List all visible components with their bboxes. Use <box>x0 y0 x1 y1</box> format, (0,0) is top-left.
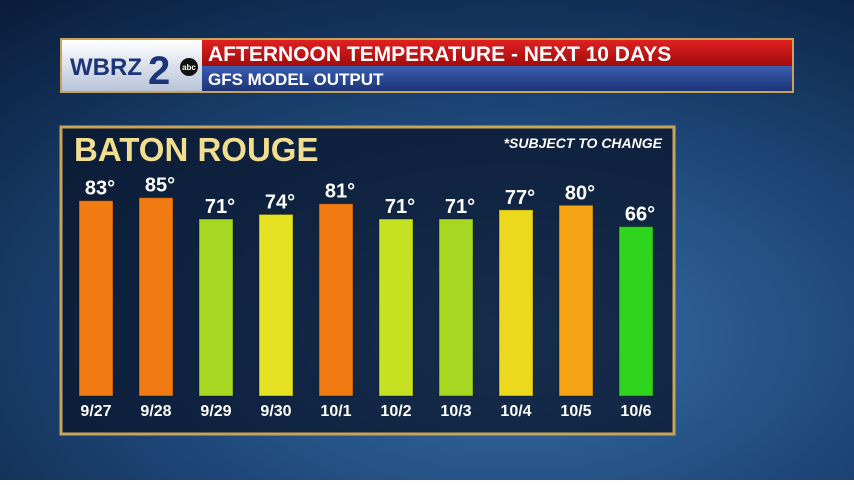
value-label: 71° <box>445 196 475 218</box>
bar <box>498 209 534 397</box>
logo-box <box>62 40 202 91</box>
bar <box>198 218 234 397</box>
subtitle: GFS MODEL OUTPUT <box>208 70 384 89</box>
x-tick-label: 10/1 <box>320 403 351 420</box>
note: *SUBJECT TO CHANGE <box>504 135 663 151</box>
x-tick-label: 9/29 <box>200 403 231 420</box>
x-tick-label: 9/30 <box>260 403 291 420</box>
bars: 83° 9/27 85° 9/28 71° 9/29 74° 9/30 81° 10/1 71° 10… <box>78 175 655 420</box>
logo-number: 2 <box>148 49 170 93</box>
bar <box>378 218 414 397</box>
x-tick-label: 9/28 <box>140 403 171 420</box>
location: BATON ROUGE <box>74 131 318 168</box>
bar <box>318 203 354 397</box>
bar <box>258 213 294 397</box>
bar <box>558 204 594 397</box>
header-frame <box>60 38 794 93</box>
x-tick-label: 10/3 <box>440 403 471 420</box>
bar <box>618 226 654 397</box>
logo-station: WBRZ <box>70 54 142 81</box>
value-label: 77° <box>505 187 535 209</box>
value-label: 83° <box>85 178 115 200</box>
x-tick-label: 10/2 <box>380 403 411 420</box>
value-label: 71° <box>205 196 235 218</box>
x-tick-label: 9/27 <box>80 403 111 420</box>
value-label: 66° <box>625 204 655 226</box>
value-label: 81° <box>325 181 355 203</box>
value-label: 71° <box>385 196 415 218</box>
x-tick-label: 10/5 <box>560 403 591 420</box>
value-label: 85° <box>145 175 175 197</box>
value-label: 74° <box>265 191 295 213</box>
x-tick-label: 10/6 <box>620 403 651 420</box>
x-tick-label: 10/4 <box>500 403 531 420</box>
logo-network: abc <box>182 63 196 72</box>
title: AFTERNOON TEMPERATURE - NEXT 10 DAYS <box>208 43 671 66</box>
value-label: 80° <box>565 182 595 204</box>
bar <box>438 218 474 397</box>
logo-badge <box>180 58 198 76</box>
bar <box>138 197 174 397</box>
bar <box>78 200 114 397</box>
